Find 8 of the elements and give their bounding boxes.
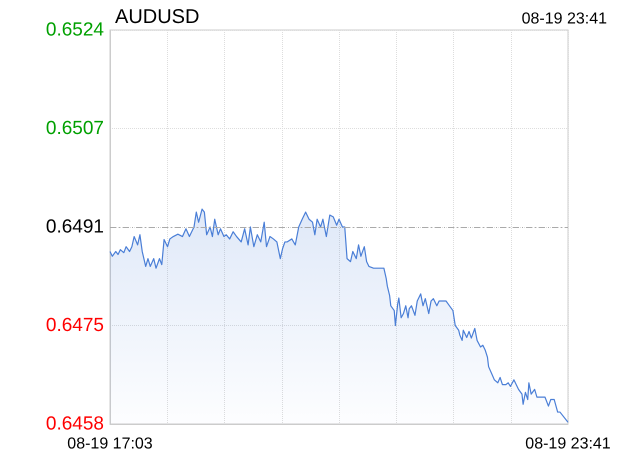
x-tick-label: 08-19 17:03 <box>67 436 153 452</box>
y-tick-label: 0.6475 <box>46 315 104 336</box>
chart-subtitle: 08-19 23:41 <box>522 10 608 28</box>
y-tick-label: 0.6458 <box>46 414 104 434</box>
y-tick-label: 0.6524 <box>46 20 104 40</box>
y-tick-label: 0.6507 <box>46 118 104 139</box>
chart-title: AUDUSD <box>115 6 200 28</box>
y-tick-label: 0.6491 <box>46 216 104 238</box>
